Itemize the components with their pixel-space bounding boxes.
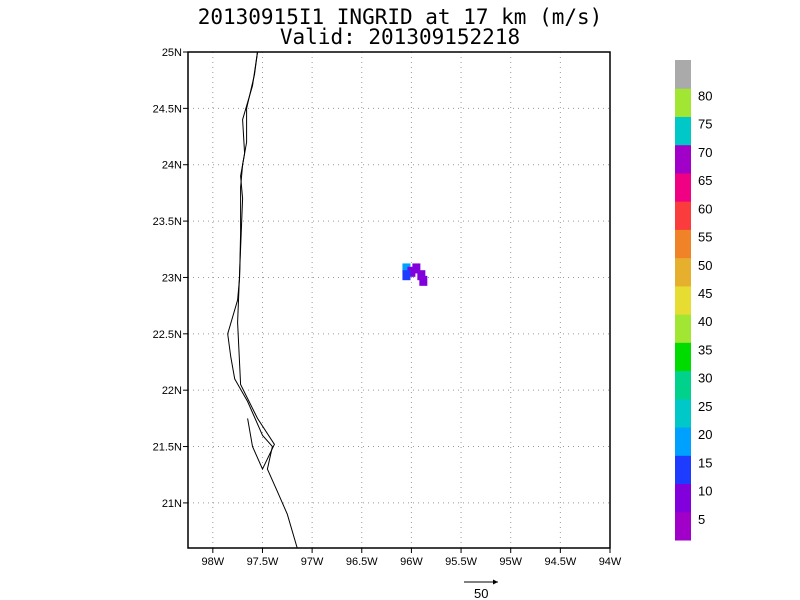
colorbar-swatch (675, 88, 691, 117)
lon-tick-label: 95.5W (445, 556, 477, 568)
lat-tick-label: 23.5N (153, 216, 182, 228)
colorbar-label: 75 (698, 117, 712, 132)
coastline-inner (237, 51, 275, 471)
grid-lines (188, 51, 611, 548)
wind-cells (402, 263, 428, 286)
colorbar-swatch (675, 511, 691, 541)
lat-tick-label: 21N (162, 498, 182, 510)
longitude-ticks: 98W 97.5W 97W 96.5W 96W 95.5W 95W 94.5W 94W (202, 548, 622, 568)
valid-time: Valid: 201309152218 (279, 25, 521, 49)
reference-arrowhead (493, 579, 498, 585)
lat-tick-label: 25N (162, 47, 182, 59)
coastline (227, 51, 298, 549)
colorbar-label: 65 (698, 173, 712, 188)
lon-tick-label: 95W (499, 556, 522, 568)
colorbar-swatch (675, 257, 691, 287)
colorbar-label: 50 (698, 258, 712, 273)
lon-tick-label: 98W (202, 556, 225, 568)
colorbar-label: 25 (698, 399, 712, 414)
colorbar-label: 60 (698, 201, 712, 216)
colorbar-swatch (675, 483, 691, 513)
colorbar-swatch (675, 455, 691, 485)
lon-tick-label: 96W (400, 556, 423, 568)
colorbar-label: 70 (698, 145, 712, 160)
lat-tick-label: 22N (162, 385, 182, 397)
colorbar-label: 20 (698, 427, 712, 442)
lat-tick-label: 23N (162, 272, 182, 284)
lon-tick-label: 94.5W (544, 556, 576, 568)
colorbar-swatch (675, 201, 691, 230)
wind-cell (419, 275, 428, 286)
reference-vector: 50 (464, 579, 498, 600)
wind-cell (417, 270, 426, 281)
map-frame (187, 51, 611, 549)
colorbar-swatch (675, 314, 691, 343)
colorbar-label: 15 (698, 455, 712, 470)
colorbar-label: 10 (698, 484, 712, 499)
colorbar-swatch (675, 144, 691, 174)
wind-cell (407, 266, 416, 277)
colorbar-label: 55 (698, 230, 712, 245)
colorbar-swatch (675, 60, 691, 89)
lat-tick-label: 24N (162, 160, 182, 172)
latitude-ticks: 25N 24.5N 24N 23.5N 23N 22.5N 22N 21.5N 21N (153, 47, 188, 510)
coastline-outer (227, 51, 298, 549)
lon-tick-label: 96.5W (346, 556, 378, 568)
colorbar-swatch (675, 229, 691, 259)
wind-cell (412, 263, 421, 274)
colorbar-swatch (675, 116, 691, 146)
lat-tick-label: 24.5N (153, 103, 182, 115)
colorbar-label: 35 (698, 342, 712, 357)
colorbar-label: 45 (698, 286, 712, 301)
colorbar-label: 80 (698, 88, 712, 103)
wind-cell (402, 270, 411, 281)
colorbar-label: 5 (698, 512, 705, 527)
colorbar-swatch (675, 398, 691, 428)
wind-cell (402, 263, 411, 274)
colorbar-swatch (675, 285, 691, 315)
colorbar-label: 40 (698, 314, 712, 329)
reference-vector-label: 50 (474, 586, 488, 600)
lat-tick-label: 21.5N (153, 442, 182, 454)
colorbar-swatch (675, 427, 691, 456)
colorbar-label: 30 (698, 371, 712, 386)
lat-tick-label: 22.5N (153, 329, 182, 341)
colorbar-swatch (675, 172, 691, 202)
chart-title: 20130915I1 INGRID at 17 km (m/s) (197, 5, 603, 29)
lon-tick-label: 97W (301, 556, 324, 568)
lon-tick-label: 94W (599, 556, 622, 568)
lon-tick-label: 97.5W (247, 556, 279, 568)
colorbar-swatch (675, 342, 691, 372)
colorbar-swatch (675, 370, 691, 400)
colorbar: 5 10 15 20 25 30 35 40 45 50 55 60 65 70 75 80 (675, 60, 712, 541)
